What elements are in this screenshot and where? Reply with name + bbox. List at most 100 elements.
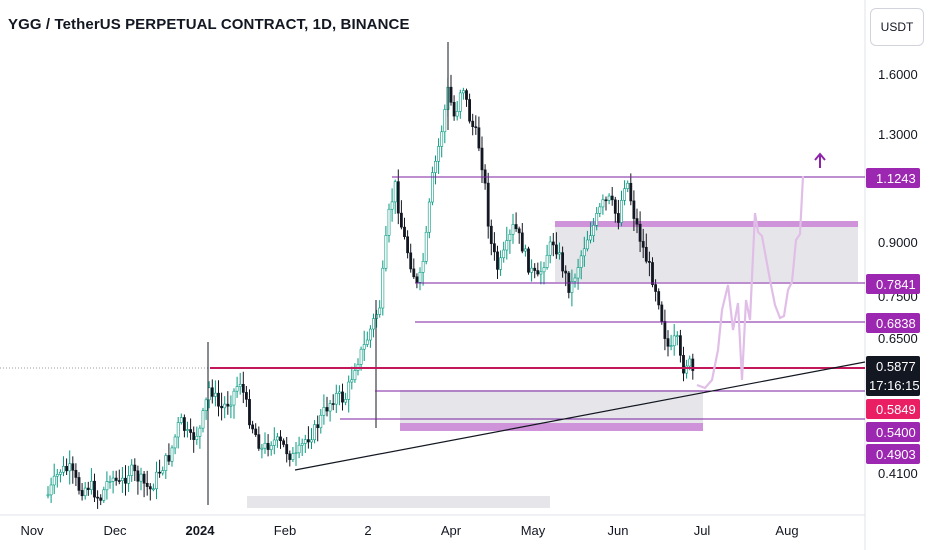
- candle-body: [604, 199, 608, 202]
- price-tag-label: 0.4903: [876, 447, 916, 462]
- candle-body: [204, 399, 208, 411]
- ascending-trendline[interactable]: [294, 361, 866, 471]
- candle-body: [505, 240, 509, 251]
- candle-body: [523, 248, 527, 252]
- candle-body: [260, 447, 264, 450]
- candle-body: [616, 213, 620, 223]
- candle-body: [186, 429, 189, 431]
- price-tag: [866, 274, 920, 294]
- candle-body: [285, 444, 289, 455]
- x-tick-label: 2: [364, 523, 371, 538]
- candle-body: [90, 480, 93, 490]
- up-arrow-icon: [814, 152, 826, 168]
- candle-body: [548, 241, 552, 256]
- candle-body: [492, 243, 496, 253]
- candle-body: [105, 481, 109, 491]
- candle-body: [427, 201, 431, 233]
- candle-body: [80, 490, 84, 497]
- candle-body: [471, 120, 475, 128]
- candle-body: [623, 188, 627, 201]
- candle-body: [424, 231, 428, 262]
- candle-body: [595, 213, 599, 226]
- candle-body: [152, 488, 155, 491]
- projection-path: [696, 175, 805, 390]
- candle-body: [77, 477, 81, 491]
- currency-button[interactable]: USDT: [870, 8, 924, 46]
- candle-body: [527, 248, 530, 273]
- candle-body: [257, 434, 261, 449]
- candle-body: [229, 404, 233, 407]
- candle-body: [629, 182, 633, 202]
- candle-body: [511, 224, 515, 235]
- candle-body: [148, 486, 152, 490]
- candle-body: [610, 195, 614, 201]
- candle-body: [359, 348, 363, 365]
- candle-body: [545, 254, 549, 268]
- candle-body: [179, 417, 183, 423]
- candle-body: [430, 172, 434, 203]
- x-tick-label: Apr: [441, 523, 462, 538]
- x-tick-label: Jun: [608, 523, 629, 538]
- candle-body: [325, 407, 329, 412]
- candle-body: [477, 127, 481, 149]
- candle-body: [217, 392, 220, 407]
- candle-body: [399, 212, 403, 228]
- candle-body: [46, 494, 50, 497]
- candle-body: [130, 464, 134, 476]
- candle-body: [542, 267, 546, 273]
- candle-body: [251, 424, 255, 430]
- candle-body: [68, 463, 72, 472]
- candle-body: [322, 407, 326, 416]
- candle-body: [440, 131, 444, 147]
- candle-body: [266, 442, 270, 450]
- candle-body: [589, 235, 592, 241]
- x-tick-label: May: [521, 523, 546, 538]
- candle-body: [607, 195, 611, 201]
- candle-body: [96, 496, 100, 499]
- candle-body: [452, 102, 456, 117]
- candle-body: [437, 146, 441, 162]
- candle-body: [245, 392, 248, 400]
- candle-body: [365, 339, 369, 345]
- candle-body: [381, 267, 385, 309]
- candle-body: [672, 335, 676, 346]
- candle-body: [582, 248, 586, 257]
- candle-body: [592, 225, 596, 236]
- candle-body: [124, 477, 127, 484]
- candle-body: [598, 206, 602, 214]
- supply-zone: [555, 222, 858, 282]
- price-tag-label: 0.7841: [876, 277, 916, 292]
- candle-body: [142, 473, 146, 484]
- candle-body: [660, 304, 664, 322]
- candle-body: [666, 338, 670, 347]
- candle-body: [536, 270, 540, 275]
- candle-body: [564, 270, 568, 274]
- candle-body: [328, 403, 332, 412]
- candle-body: [412, 268, 416, 278]
- x-tick-label: Jul: [694, 523, 711, 538]
- candle-body: [310, 439, 313, 443]
- candle-body: [235, 386, 239, 392]
- candle-body: [396, 181, 400, 214]
- candle-body: [499, 257, 503, 270]
- candle-body: [647, 261, 651, 263]
- candle-body: [337, 391, 341, 394]
- price-tag-label: 0.6838: [876, 316, 916, 331]
- candle-body: [164, 455, 168, 471]
- x-tick-label: 2024: [186, 523, 216, 538]
- candle-body: [517, 228, 521, 234]
- candle-body: [480, 147, 484, 171]
- candle-body: [455, 111, 459, 117]
- candle-body: [372, 318, 375, 330]
- price-tag: [866, 444, 920, 464]
- candle-body: [489, 225, 493, 244]
- candle-body: [350, 379, 354, 383]
- candle-body: [579, 255, 583, 268]
- candle-body: [651, 262, 654, 285]
- candle-body: [49, 484, 53, 496]
- price-tag: [866, 313, 920, 333]
- lower-zone: [247, 496, 550, 508]
- candle-body: [678, 335, 682, 356]
